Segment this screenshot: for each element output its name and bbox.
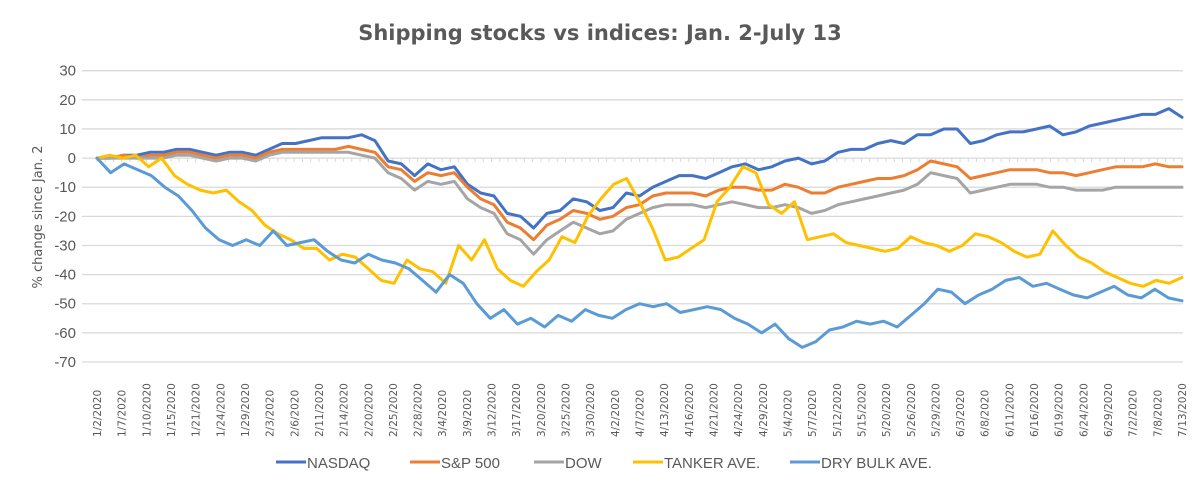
x-tick-label: 5/26/2020	[906, 383, 918, 437]
y-tick-label: 20	[59, 92, 76, 109]
x-tick-label: 4/24/2020	[733, 383, 745, 437]
x-tick-label: 3/17/2020	[511, 383, 523, 437]
series-line-dow	[95, 150, 1184, 256]
x-tick-label: 2/14/2020	[339, 383, 351, 437]
x-tick-label: 1/21/2020	[191, 383, 203, 437]
y-tick-label: -30	[54, 237, 76, 254]
x-tick-label: 6/3/2020	[955, 390, 967, 437]
x-tick-label: 3/12/2020	[487, 383, 499, 437]
x-tick-label: 1/24/2020	[215, 383, 227, 437]
x-tick-label: 6/19/2020	[1054, 383, 1066, 437]
x-tick-label: 4/16/2020	[684, 383, 696, 437]
x-tick-label: 4/21/2020	[708, 383, 720, 437]
legend-item: DOW	[534, 455, 603, 472]
y-axis-ticks: 30 20 10 0 -10 -20 -30 -40 -50 -60 -70	[54, 63, 76, 371]
y-tick-label: -50	[54, 296, 76, 313]
x-tick-label: 5/20/2020	[881, 383, 893, 437]
x-tick-label: 5/29/2020	[930, 383, 942, 437]
x-tick-label: 1/29/2020	[240, 383, 252, 437]
legend-item: TANKER AVE.	[633, 455, 760, 472]
x-tick-label: 3/4/2020	[437, 390, 449, 437]
legend-label: S&P 500	[441, 455, 500, 472]
x-tick-label: 2/11/2020	[314, 383, 326, 437]
y-axis-label: % change since Jan. 2	[31, 146, 46, 289]
y-tick-label: 30	[59, 63, 76, 80]
x-tick-label: 3/20/2020	[536, 383, 548, 437]
legend: NASDAQ S&P 500 DOW TANKER AVE. DRY BULK AVE.	[276, 455, 932, 472]
series-line-dry-bulk-ave	[95, 156, 1184, 349]
legend-label: DRY BULK AVE.	[821, 455, 932, 472]
x-tick-label: 1/2/2020	[92, 390, 104, 437]
legend-label: DOW	[565, 455, 603, 472]
legend-item: S&P 500	[410, 455, 500, 472]
y-tick-label: 10	[59, 121, 76, 138]
series-line-tanker-ave	[95, 153, 1184, 288]
x-tick-label: 7/13/2020	[1177, 383, 1189, 437]
x-tick-label: 2/3/2020	[265, 390, 277, 437]
x-tick-label: 2/20/2020	[363, 383, 375, 437]
y-tick-label: -10	[54, 179, 76, 196]
x-tick-label: 4/2/2020	[610, 390, 622, 437]
x-tick-label: 4/7/2020	[635, 390, 647, 437]
series-lines	[95, 107, 1184, 349]
y-tick-label: -60	[54, 325, 76, 342]
x-axis-ticks: 1/2/2020 1/7/2020 1/10/2020 1/15/2020 1/21/2…	[92, 383, 1189, 437]
y-tick-label: -20	[54, 208, 76, 225]
x-tick-label: 6/24/2020	[1078, 383, 1090, 437]
y-tick-label: -70	[54, 354, 76, 371]
x-tick-label: 3/25/2020	[561, 383, 573, 437]
x-tick-label: 1/15/2020	[166, 383, 178, 437]
x-tick-label: 6/11/2020	[1004, 383, 1016, 437]
legend-label: NASDAQ	[307, 455, 370, 472]
x-tick-label: 1/7/2020	[117, 390, 129, 437]
x-tick-label: 5/12/2020	[832, 383, 844, 437]
x-tick-label: 2/28/2020	[413, 383, 425, 437]
x-tick-label: 7/2/2020	[1128, 390, 1140, 437]
x-tick-label: 4/13/2020	[659, 383, 671, 437]
legend-item: DRY BULK AVE.	[790, 455, 932, 472]
chart-title: Shipping stocks vs indices: Jan. 2-July …	[358, 21, 842, 45]
x-tick-label: 3/30/2020	[585, 383, 597, 437]
x-tick-label: 5/4/2020	[782, 390, 794, 437]
x-tick-label: 3/9/2020	[462, 390, 474, 437]
x-tick-label: 6/8/2020	[980, 390, 992, 437]
x-tick-label: 2/6/2020	[289, 390, 301, 437]
y-tick-label: -40	[54, 267, 76, 284]
series-line-nasdaq	[95, 107, 1184, 230]
y-tick-label: 0	[68, 150, 76, 167]
legend-item: NASDAQ	[276, 455, 370, 472]
x-tick-label: 1/10/2020	[141, 383, 153, 437]
x-tick-label: 5/15/2020	[856, 383, 868, 437]
legend-label: TANKER AVE.	[664, 455, 760, 472]
x-tick-label: 6/16/2020	[1029, 383, 1041, 437]
x-tick-label: 7/8/2020	[1152, 390, 1164, 437]
x-tick-label: 4/29/2020	[758, 383, 770, 437]
x-tick-label: 2/25/2020	[388, 383, 400, 437]
x-tick-label: 6/29/2020	[1103, 383, 1115, 437]
x-tick-label: 5/7/2020	[807, 390, 819, 437]
